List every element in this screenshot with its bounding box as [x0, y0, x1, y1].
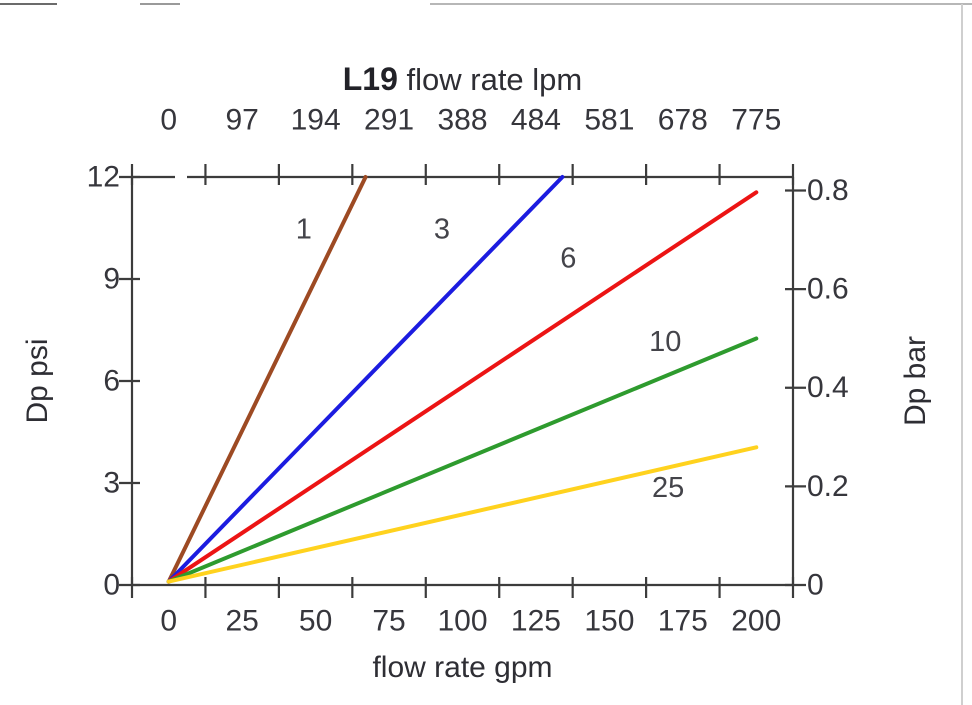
right-axis-tick-label: 0.6: [807, 273, 849, 306]
series-line-3: [166, 175, 565, 584]
left-axis-tick-label: 12: [87, 161, 120, 194]
bottom-axis-tick-label: 0: [160, 605, 177, 638]
series-line-25: [166, 445, 759, 584]
top-axis-tick-label: 484: [511, 104, 561, 137]
left-axis-tick-label: 0: [103, 569, 120, 602]
bottom-axis-title: flow rate gpm: [372, 651, 553, 684]
left-axis-tick-label: 6: [103, 365, 120, 398]
series-label-3: 3: [434, 214, 450, 246]
bottom-axis-tick-label: 50: [299, 605, 332, 638]
bottom-axis-tick-label: 175: [658, 605, 708, 638]
chart-title-model: L19: [342, 61, 398, 97]
top-axis-tick-label: 775: [731, 104, 781, 137]
top-axis-tick-label: 291: [364, 104, 414, 137]
page-edge-artifact-top-left: [0, 3, 57, 5]
bottom-axis-tick-label: 200: [731, 605, 781, 638]
bottom-axis-tick-label: 150: [584, 605, 634, 638]
series-label-6: 6: [560, 243, 576, 275]
bottom-axis-tick-label: 25: [225, 605, 258, 638]
top-axis-tick-label: 194: [291, 104, 341, 137]
series-line-10: [166, 336, 759, 584]
chart-title: L19 flow rate lpm: [132, 60, 793, 98]
page-edge-artifact-top-right: [430, 3, 972, 5]
series-label-25: 25: [652, 472, 684, 504]
top-axis-tick-label: 97: [225, 104, 258, 137]
left-axis-tick-label: 3: [103, 467, 120, 500]
right-axis-tick-label: 0.2: [807, 470, 849, 503]
bottom-axis-tick-label: 125: [511, 605, 561, 638]
top-axis-tick-label: 388: [437, 104, 487, 137]
right-axis-tick-label: 0.8: [807, 174, 849, 207]
right-axis-tick-label: 0: [807, 569, 824, 602]
page-edge-artifact-top-mid: [140, 3, 180, 5]
page-edge-artifact-right: [961, 4, 963, 705]
series-line-6: [166, 190, 759, 584]
bottom-axis-tick-label: 75: [372, 605, 405, 638]
top-axis-tick-label: 678: [658, 104, 708, 137]
top-axis-title: flow rate lpm: [406, 62, 583, 97]
series-line-1: [166, 175, 368, 584]
top-axis-tick-label: 0: [160, 104, 177, 137]
top-axis-tick-label: 581: [584, 104, 634, 137]
right-axis-tick-label: 0.4: [807, 371, 849, 404]
left-axis-tick-label: 9: [103, 263, 120, 296]
bottom-axis-tick-label: 100: [437, 605, 487, 638]
series-label-10: 10: [649, 326, 681, 358]
series-label-1: 1: [296, 214, 312, 246]
